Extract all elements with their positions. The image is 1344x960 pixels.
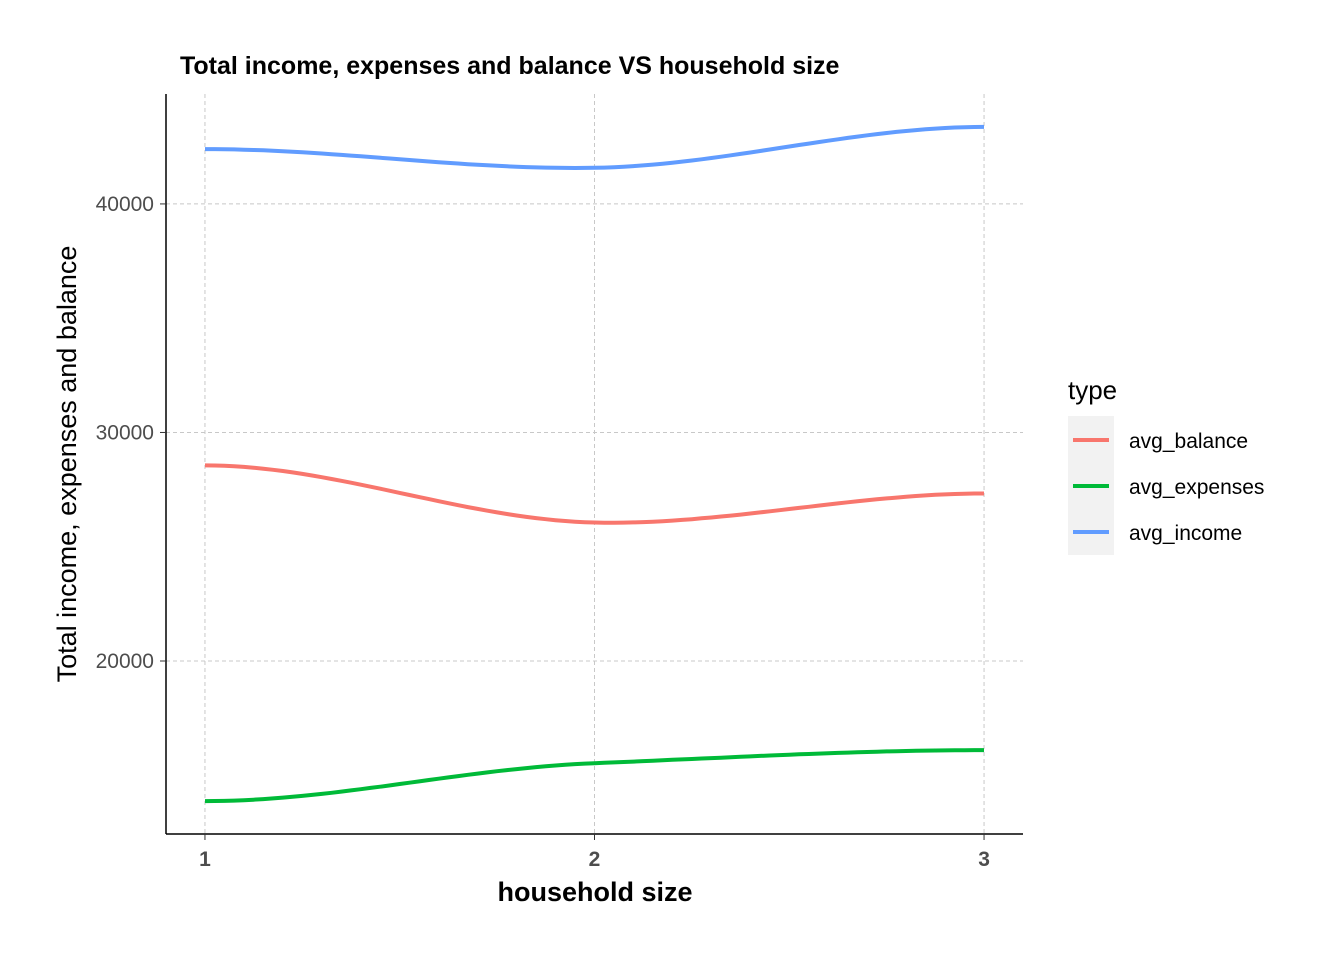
y-tick-label: 20000 <box>96 650 154 673</box>
series-line-avg_expenses <box>204 748 984 804</box>
legend-label-avg_balance: avg_balance <box>1129 430 1248 453</box>
x-tick-label: 3 <box>978 848 990 871</box>
series-line-avg_income <box>205 124 985 171</box>
legend-title: type <box>1068 375 1117 405</box>
x-axis-label: household size <box>497 877 692 907</box>
gridlines <box>166 94 1023 834</box>
y-ticks: 20000 30000 40000 <box>96 193 166 673</box>
x-tick-label: 2 <box>589 848 601 871</box>
legend-label-avg_income: avg_income <box>1129 522 1242 545</box>
x-tick-label: 1 <box>199 848 211 871</box>
legend-label-avg_expenses: avg_expenses <box>1129 476 1264 499</box>
series-line-avg_balance <box>204 463 984 525</box>
legend: type avg_balance avg_expenses avg_income <box>1068 375 1264 555</box>
y-axis-label: Total income, expenses and balance <box>52 246 82 683</box>
series-lines <box>204 124 985 804</box>
chart-title: Total income, expenses and balance VS ho… <box>180 52 840 80</box>
y-tick-label: 30000 <box>96 421 154 444</box>
x-ticks: 1 2 3 <box>199 834 990 871</box>
y-tick-label: 40000 <box>96 193 154 216</box>
